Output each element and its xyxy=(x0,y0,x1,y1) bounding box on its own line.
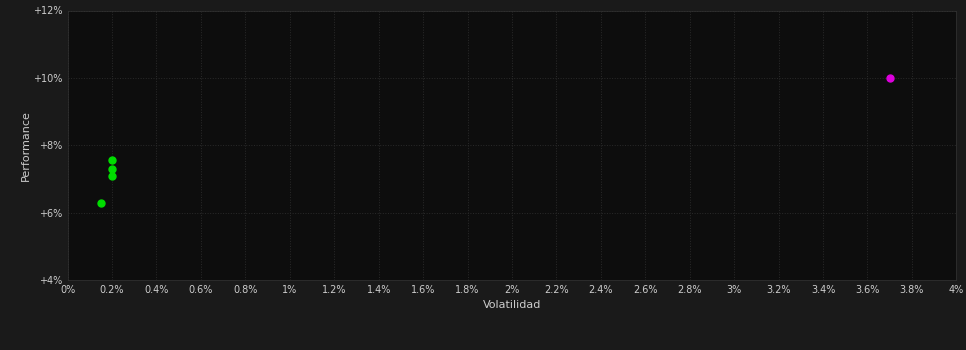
Point xyxy=(104,166,120,172)
Point xyxy=(104,158,120,163)
Y-axis label: Performance: Performance xyxy=(20,110,31,181)
Point xyxy=(882,75,897,81)
X-axis label: Volatilidad: Volatilidad xyxy=(483,300,541,310)
Point xyxy=(104,173,120,178)
Point xyxy=(93,200,109,205)
